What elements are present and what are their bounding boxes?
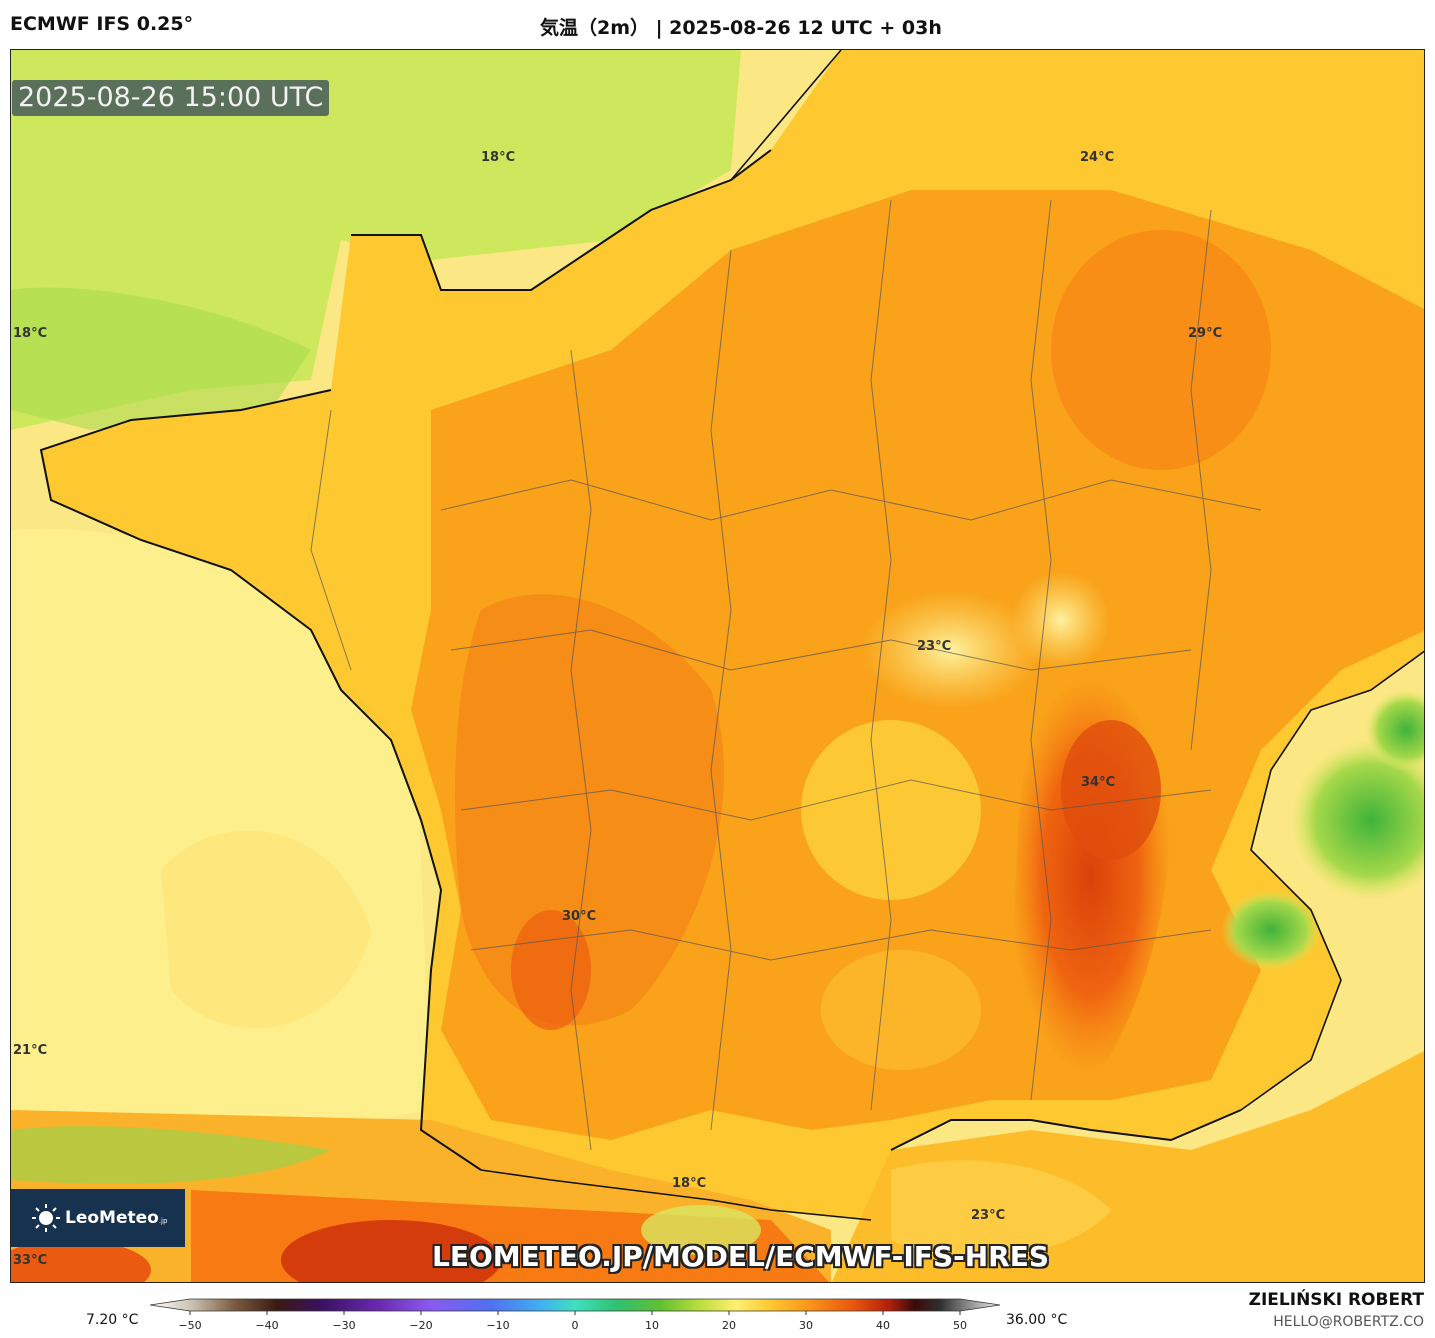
temp-label-east: 29°C: [1188, 326, 1223, 341]
leometeo-logo[interactable]: LeoMeteo.jp: [11, 1189, 185, 1247]
colorbar-tick-label: −50: [178, 1319, 201, 1332]
temp-label-spain: 33°C: [13, 1253, 48, 1268]
temp-label-mediterranean: 23°C: [971, 1208, 1006, 1223]
colorbar-tick-label: −20: [409, 1319, 432, 1332]
map-title: 気温（2m） | 2025-08-26 12 UTC + 03h: [540, 17, 942, 39]
temp-label-west-sea: 18°C: [13, 326, 48, 341]
model-name: ECMWF IFS 0.25°: [10, 13, 194, 35]
temp-label-rhone: 34°C: [1081, 775, 1116, 790]
temp-label-southwest: 30°C: [562, 909, 597, 924]
temperature-map: 18°C 24°C 18°C 29°C 23°C 34°C 30°C 21°C …: [10, 49, 1425, 1283]
colorbar-min-label: 7.20 °C: [86, 1312, 139, 1328]
colorbar-max-label: 36.00 °C: [1006, 1312, 1068, 1328]
colorbar-tick-label: 0: [572, 1319, 579, 1332]
colorbar-tick-label: 30: [799, 1319, 813, 1332]
source-url-watermark: LEOMETEO.JP/MODEL/ECMWF-IFS-HRES: [432, 1240, 1050, 1273]
colorbar-tick-label: −40: [255, 1319, 278, 1332]
temp-label-pyrenees: 18°C: [672, 1176, 707, 1191]
temp-label-channel: 18°C: [481, 150, 516, 165]
land-hot-west: [455, 594, 724, 1026]
valid-time-badge: 2025-08-26 15:00 UTC: [12, 80, 330, 116]
colorbar-tick-label: −10: [486, 1319, 509, 1332]
colorbar-tick-label: 20: [722, 1319, 736, 1332]
author-email[interactable]: HELLO@ROBERTZ.CO: [1273, 1314, 1424, 1330]
colorbar-tick-label: 50: [953, 1319, 967, 1332]
coastline: [39, 149, 1242, 1171]
sun-icon: [31, 1203, 61, 1233]
temp-label-northeast: 24°C: [1080, 150, 1115, 165]
logo-text: LeoMeteo.jp: [65, 1208, 168, 1228]
colorbar-tick-label: −30: [332, 1319, 355, 1332]
colorbar-tick-label: 40: [876, 1319, 890, 1332]
alps-green: [1291, 740, 1424, 900]
map-canvas: [11, 50, 1424, 1282]
department-borders: [310, 199, 1262, 1151]
temp-label-center: 23°C: [917, 639, 952, 654]
colorbar: −50 −40 −30 −20 −10 0 10 20 30 40 50: [150, 1298, 1001, 1332]
author-name: ZIELIŃSKI ROBERT: [1248, 1290, 1424, 1310]
temp-label-biscay: 21°C: [13, 1043, 48, 1058]
country-borders: [480, 50, 1424, 1221]
colorbar-tick-label: 10: [645, 1319, 659, 1332]
